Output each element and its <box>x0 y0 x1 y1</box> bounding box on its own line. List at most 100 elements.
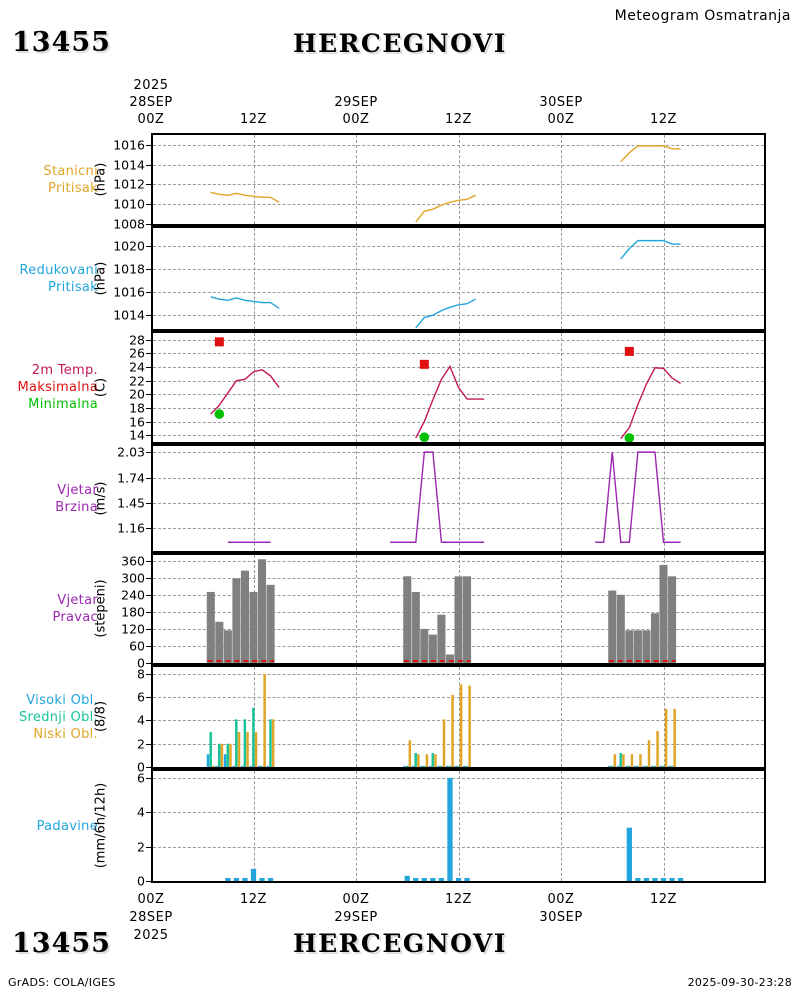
footer-credit: GrADS: COLA/IGES <box>8 976 116 989</box>
y-tick-label: 24 <box>129 359 145 375</box>
cloud-bar-mid <box>465 765 469 767</box>
y-tick-label: 360 <box>121 553 145 569</box>
gridline-horizontal <box>153 380 764 382</box>
series-line <box>390 451 485 543</box>
axis-day-bottom-1: 29SEP <box>334 910 378 925</box>
gridline-vertical <box>356 135 357 224</box>
cloud-bar-mid <box>670 765 674 767</box>
panel-temperature <box>151 331 766 444</box>
wind-direction-bar <box>232 578 241 663</box>
cloud-bar-mid <box>662 765 665 767</box>
meteogram-title: Meteogram Osmatranja <box>614 8 791 24</box>
y-tick-label: 1.45 <box>117 495 145 511</box>
gridline-horizontal <box>153 184 764 186</box>
y-tick-mark <box>146 452 151 454</box>
cloud-bar-high <box>428 765 432 767</box>
gridline-vertical <box>458 228 460 329</box>
panel-label-line: Vjetar <box>57 482 98 498</box>
y-tick-label: 1016 <box>113 284 145 300</box>
cloud-bar-mid <box>645 765 648 767</box>
y-tick-mark <box>146 697 151 699</box>
axis-day-top-0: 28SEP <box>129 95 173 110</box>
y-tick-mark <box>146 777 151 779</box>
cloud-bar-high <box>659 765 662 767</box>
precipitation-bar <box>652 878 658 881</box>
cloud-bar-low <box>254 732 258 767</box>
y-tick-label: 1.74 <box>117 470 145 485</box>
panel-label-line: Pravac <box>52 610 98 625</box>
y-tick-label: 1008 <box>113 216 145 232</box>
cloud-bar-high <box>616 765 620 767</box>
y-tick-mark <box>146 144 151 146</box>
cloud-bar-mid <box>422 765 426 767</box>
y-tick-label: 20 <box>129 386 145 402</box>
precipitation-bar <box>643 878 650 881</box>
gridline-horizontal <box>153 394 764 396</box>
y-tick-label: 240 <box>121 587 145 603</box>
series-line <box>415 298 476 329</box>
cloud-bar-low <box>630 754 634 767</box>
cloud-bar-low <box>271 719 275 767</box>
y-tick-mark <box>146 767 151 768</box>
y-tick-mark <box>146 594 151 596</box>
wind-direction-bar <box>625 630 634 663</box>
gridline-horizontal <box>153 204 764 206</box>
panel-plot-station_pressure <box>210 145 681 223</box>
panel-label-line: Maksimalna <box>17 380 98 395</box>
gridline-vertical <box>663 333 665 442</box>
gridline-horizontal <box>153 846 764 848</box>
cloud-bar-high <box>463 765 466 767</box>
y-tick-label: 1014 <box>113 307 145 323</box>
cloud-bar-mid <box>405 765 409 767</box>
cloud-bar-low <box>647 740 651 767</box>
panel-plot-temperature <box>210 337 681 442</box>
y-tick-mark <box>146 380 151 382</box>
wind-direction-bar <box>650 613 659 663</box>
gridline-vertical <box>356 333 357 442</box>
y-tick-label: 300 <box>121 570 145 586</box>
precipitation-bar <box>635 878 641 881</box>
gridline-vertical <box>356 228 357 329</box>
precipitation-bar <box>660 878 667 881</box>
cloud-bar-high <box>215 765 218 767</box>
cloud-bar-high <box>206 754 210 767</box>
panel-plot-wind_direction <box>206 559 677 663</box>
y-tick-mark <box>146 367 151 369</box>
y-tick-label: 1010 <box>113 196 145 212</box>
y-tick-label: 2.03 <box>117 444 145 460</box>
cloud-bar-high <box>258 765 261 767</box>
cloud-bar-high <box>420 765 423 767</box>
panel-label-line: Brzina <box>55 499 98 515</box>
cloud-bar-low <box>613 754 617 767</box>
wind-direction-bar <box>642 630 651 663</box>
wind-direction-bar <box>463 576 472 663</box>
marker-maksimalna <box>419 359 429 369</box>
cloud-bar-high <box>223 754 227 767</box>
y-tick-mark <box>146 812 151 814</box>
gridline-horizontal <box>153 367 764 369</box>
y-tick-label: 1018 <box>113 261 145 277</box>
precipitation-bar <box>225 878 231 881</box>
precipitation-bar <box>438 878 445 881</box>
y-tick-label: 28 <box>129 332 145 348</box>
gridline-vertical <box>663 667 665 767</box>
gridline-vertical <box>561 228 562 329</box>
cloud-bar-mid <box>414 753 417 767</box>
y-tick-label: 120 <box>121 621 145 637</box>
y-tick-mark <box>146 577 151 579</box>
series-line <box>620 239 681 260</box>
panel-station_pressure <box>151 133 766 226</box>
panel-label-wind_speed: Vjetar Brzina <box>0 482 98 516</box>
series-line <box>210 296 280 309</box>
gridline-vertical <box>356 667 357 767</box>
gridline-vertical <box>561 135 562 224</box>
gridline-horizontal <box>153 292 764 294</box>
cloud-bar-mid <box>217 743 221 767</box>
wind-direction-bar <box>608 590 617 663</box>
precipitation-bar <box>626 827 632 881</box>
y-tick-mark <box>146 611 151 613</box>
axis-day-top-1: 29SEP <box>334 95 378 110</box>
cloud-bar-high <box>232 765 235 767</box>
precipitation-bar <box>447 777 453 881</box>
cloud-bar-mid <box>636 765 640 767</box>
